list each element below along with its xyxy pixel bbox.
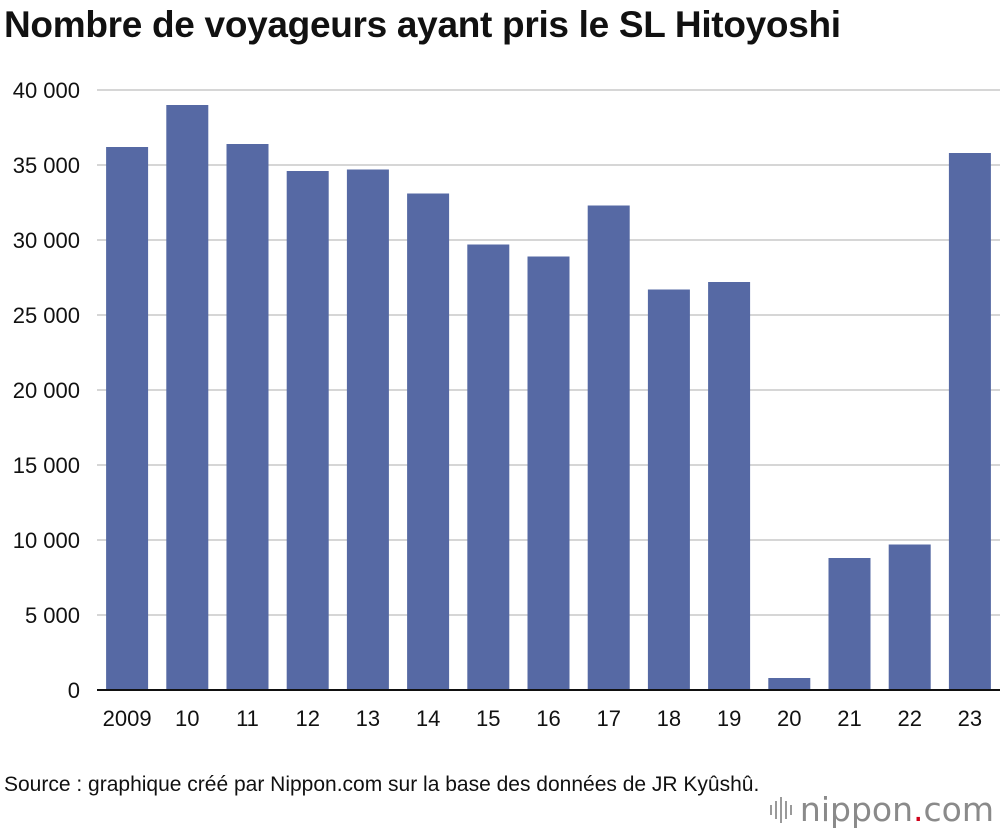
bar [587,205,630,690]
bar [346,169,389,690]
logo-mark-icon [769,796,792,823]
x-tick-label: 19 [717,706,741,731]
bar [948,153,991,690]
y-tick-label: 35 000 [13,153,80,178]
x-tick-label: 18 [657,706,681,731]
bar [888,544,931,690]
bar [768,678,811,690]
x-tick-label: 15 [476,706,500,731]
logo-brand: nippon [799,790,914,829]
logo-suffix: com [923,790,994,829]
chart-title: Nombre de voyageurs ayant pris le SL Hit… [4,4,841,45]
bar-chart: 0 5 000 10 000 15 000 20 000 25 000 30 000 35 0… [13,78,1000,731]
x-tick-label: 13 [356,706,380,731]
y-tick-label: 5 000 [25,603,80,628]
y-tick-label: 25 000 [13,303,80,328]
bar [106,147,149,690]
x-tick-label: 10 [175,706,199,731]
bar [166,105,209,690]
x-tick-label: 12 [295,706,319,731]
y-tick-label: 15 000 [13,453,80,478]
y-tick-label: 30 000 [13,228,80,253]
bar [708,282,751,690]
bar [527,256,570,690]
x-tick-label: 11 [236,706,259,731]
bar [467,244,510,690]
bar [286,171,329,690]
bar [647,289,690,690]
bar [226,144,269,690]
bar [828,558,871,690]
x-tick-label: 16 [536,706,560,731]
y-tick-label: 20 000 [13,378,80,403]
x-tick-label: 17 [596,706,620,731]
x-tick-label: 2009 [103,706,152,731]
y-tick-label: 0 [68,678,80,703]
source-note: Source : graphique créé par Nippon.com s… [4,773,760,796]
x-tick-label: 22 [897,706,921,731]
y-tick-label: 40 000 [13,78,80,103]
x-tick-label: 20 [777,706,801,731]
x-tick-label: 14 [416,706,440,731]
logo-dot: . [913,790,924,829]
bar [407,193,450,690]
x-tick-label: 23 [958,706,982,731]
x-tick-label: 21 [837,706,861,731]
y-tick-label: 10 000 [13,528,80,553]
nippon-logo: nippon. com [769,790,994,829]
